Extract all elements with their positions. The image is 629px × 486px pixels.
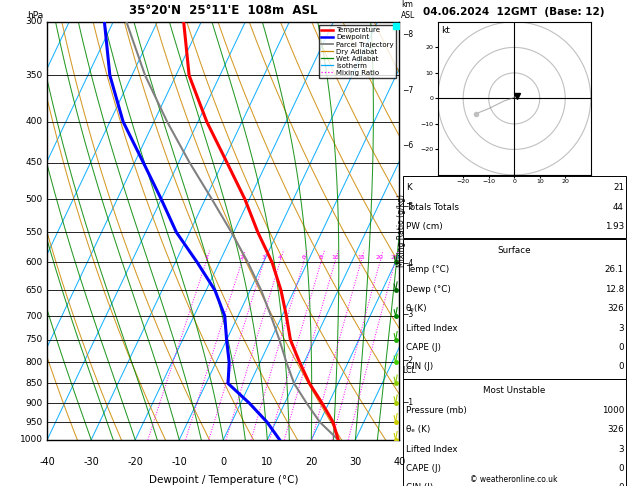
Text: 2: 2 xyxy=(240,256,243,260)
Text: PW (cm): PW (cm) xyxy=(406,222,442,231)
Text: 0: 0 xyxy=(618,343,624,352)
Text: Surface: Surface xyxy=(498,246,531,255)
Text: -40: -40 xyxy=(39,456,55,467)
Text: 0: 0 xyxy=(618,464,624,473)
Text: CIN (J): CIN (J) xyxy=(406,484,433,486)
Text: 1000: 1000 xyxy=(20,435,43,444)
Text: 25: 25 xyxy=(391,256,399,260)
Text: −5: −5 xyxy=(402,202,413,210)
Text: Dewpoint / Temperature (°C): Dewpoint / Temperature (°C) xyxy=(148,475,298,486)
Text: 20: 20 xyxy=(305,456,318,467)
Text: 35°20'N  25°11'E  108m  ASL: 35°20'N 25°11'E 108m ASL xyxy=(129,4,318,17)
Text: 350: 350 xyxy=(26,71,43,80)
Text: 10: 10 xyxy=(331,256,338,260)
Text: 26.1: 26.1 xyxy=(605,265,624,274)
Text: 500: 500 xyxy=(26,195,43,204)
Text: 8: 8 xyxy=(319,256,323,260)
Text: −6: −6 xyxy=(402,141,413,150)
Text: 400: 400 xyxy=(26,117,43,126)
Text: Mixing Ratio (g/kg): Mixing Ratio (g/kg) xyxy=(397,194,406,267)
Text: Most Unstable: Most Unstable xyxy=(483,386,545,395)
Text: 21: 21 xyxy=(613,183,624,192)
Text: 600: 600 xyxy=(26,258,43,267)
Text: −2: −2 xyxy=(402,356,413,364)
Text: Pressure (mb): Pressure (mb) xyxy=(406,406,467,415)
Text: km
ASL: km ASL xyxy=(401,0,415,20)
Text: 0: 0 xyxy=(618,484,624,486)
Text: LCL: LCL xyxy=(402,366,416,376)
Text: θₑ (K): θₑ (K) xyxy=(406,425,430,434)
Text: -20: -20 xyxy=(127,456,143,467)
Text: 6: 6 xyxy=(301,256,306,260)
Text: CAPE (J): CAPE (J) xyxy=(406,343,441,352)
Text: hPa: hPa xyxy=(26,11,43,20)
Legend: Temperature, Dewpoint, Parcel Trajectory, Dry Adiabat, Wet Adiabat, Isotherm, Mi: Temperature, Dewpoint, Parcel Trajectory… xyxy=(319,25,396,78)
Text: 326: 326 xyxy=(608,425,624,434)
Text: 800: 800 xyxy=(26,358,43,367)
Text: 3: 3 xyxy=(262,256,265,260)
Text: 326: 326 xyxy=(608,304,624,313)
Text: 0: 0 xyxy=(618,363,624,371)
Text: 650: 650 xyxy=(26,286,43,295)
Text: Dewp (°C): Dewp (°C) xyxy=(406,285,450,294)
Text: CIN (J): CIN (J) xyxy=(406,363,433,371)
Text: 450: 450 xyxy=(26,158,43,167)
Text: 1.93: 1.93 xyxy=(604,222,624,231)
Text: 40: 40 xyxy=(393,456,406,467)
Text: −3: −3 xyxy=(402,310,413,319)
Text: 12.8: 12.8 xyxy=(604,285,624,294)
Text: -30: -30 xyxy=(83,456,99,467)
Text: 3: 3 xyxy=(618,445,624,453)
Text: −4: −4 xyxy=(402,259,413,268)
Text: 850: 850 xyxy=(26,379,43,388)
Text: 10: 10 xyxy=(261,456,274,467)
Text: 4: 4 xyxy=(278,256,282,260)
Text: 1000: 1000 xyxy=(601,406,624,415)
Text: 1: 1 xyxy=(204,256,208,260)
Text: 300: 300 xyxy=(26,17,43,26)
Text: Totals Totals: Totals Totals xyxy=(406,203,459,211)
Text: Lifted Index: Lifted Index xyxy=(406,324,457,332)
Text: 30: 30 xyxy=(349,456,362,467)
Text: K: K xyxy=(406,183,411,192)
Text: 950: 950 xyxy=(26,417,43,427)
Text: θₑ(K): θₑ(K) xyxy=(406,304,427,313)
Text: 550: 550 xyxy=(26,228,43,237)
Text: kt: kt xyxy=(441,26,450,35)
Text: −7: −7 xyxy=(402,87,413,95)
Text: 04.06.2024  12GMT  (Base: 12): 04.06.2024 12GMT (Base: 12) xyxy=(423,7,605,17)
Text: −1: −1 xyxy=(402,398,413,407)
Text: 700: 700 xyxy=(26,312,43,320)
Text: 15: 15 xyxy=(357,256,365,260)
Text: −8: −8 xyxy=(402,30,413,39)
Text: -10: -10 xyxy=(171,456,187,467)
Text: Lifted Index: Lifted Index xyxy=(406,445,457,453)
Text: 750: 750 xyxy=(26,335,43,345)
Text: 20: 20 xyxy=(376,256,384,260)
Text: Temp (°C): Temp (°C) xyxy=(406,265,449,274)
Text: 44: 44 xyxy=(613,203,624,211)
Text: 3: 3 xyxy=(618,324,624,332)
Text: © weatheronline.co.uk: © weatheronline.co.uk xyxy=(470,474,558,484)
Text: CAPE (J): CAPE (J) xyxy=(406,464,441,473)
Text: 0: 0 xyxy=(220,456,226,467)
Text: 900: 900 xyxy=(26,399,43,408)
